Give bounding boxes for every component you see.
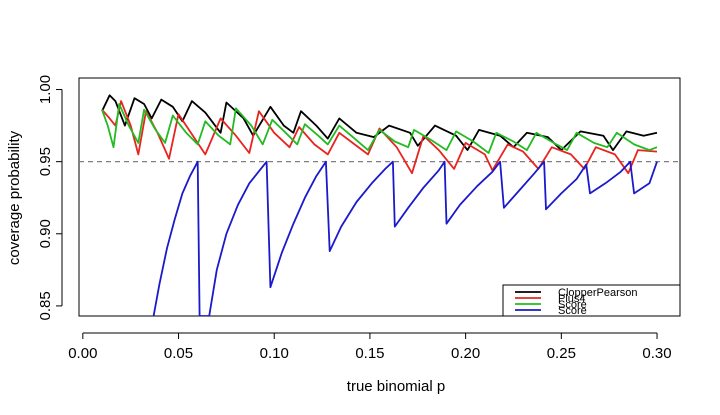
- y-tick-label: 0.95: [37, 147, 54, 176]
- legend-label: Score: [558, 299, 587, 311]
- x-tick-label: 0.10: [260, 345, 289, 362]
- y-tick-label: 0.90: [37, 219, 54, 248]
- y-axis: 0.85 0.90 0.95 1.00: [37, 75, 63, 321]
- series-line-3: [152, 160, 658, 316]
- x-axis: 0.00 0.05 0.10 0.15 0.20 0.25 0.30: [68, 332, 672, 362]
- plot-frame: [78, 77, 681, 317]
- y-axis-title: coverage probability: [6, 130, 23, 265]
- y-tick-label: 0.85: [37, 291, 54, 320]
- x-tick-label: 0.15: [355, 345, 384, 362]
- legend-label: ClopperPearson: [558, 287, 638, 299]
- series-line-1: [101, 100, 658, 175]
- x-tick-label: 0.25: [547, 345, 576, 362]
- x-tick-label: 0.05: [164, 345, 193, 362]
- plot-lines: [101, 94, 658, 316]
- x-tick-label: 0.20: [451, 345, 480, 362]
- x-tick-label: 0.00: [68, 345, 97, 362]
- x-tick-label: 0.30: [642, 345, 671, 362]
- legend-label: Plus4: [558, 293, 586, 305]
- x-axis-title: true binomial p: [347, 378, 445, 395]
- series-line-0: [101, 94, 658, 151]
- series-line-2: [101, 103, 658, 154]
- legend-label: Score: [558, 305, 587, 317]
- y-tick-label: 1.00: [37, 75, 54, 104]
- legend-box: [502, 284, 681, 317]
